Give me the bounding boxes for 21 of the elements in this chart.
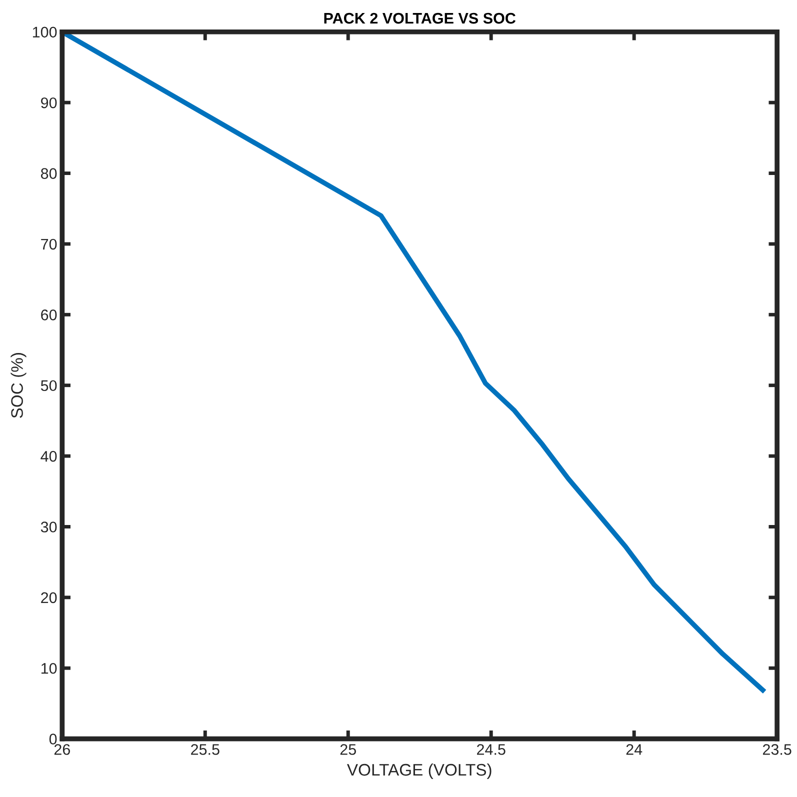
chart-title: PACK 2 VOLTAGE VS SOC: [324, 12, 516, 24]
y-tick-label: 90: [41, 97, 57, 108]
y-tick-label: 60: [41, 310, 57, 320]
x-tick-label: 26: [54, 744, 70, 755]
x-tick-label: 25: [340, 744, 356, 755]
y-tick-label: 0: [49, 734, 57, 745]
y-tick-label: 100: [32, 26, 57, 38]
y-tick-label: 10: [41, 662, 57, 674]
x-tick-label: 23.5: [762, 744, 792, 755]
y-tick-label: 70: [41, 238, 57, 250]
y-tick-label: 40: [40, 450, 57, 462]
x-tick-label: 25.5: [191, 744, 220, 755]
x-axis-title: VOLTAGE (VOLTS): [346, 763, 492, 780]
y-tick-label: 50: [40, 380, 57, 392]
x-tick-label: 24.5: [477, 744, 506, 755]
y-tick-label: 20: [41, 592, 57, 604]
y-tick-label: 30: [40, 522, 57, 532]
line-series: [62, 32, 766, 692]
x-tick-label: 24: [626, 744, 642, 755]
y-axis-title: SOC (%): [10, 353, 26, 418]
y-tick-label: 80: [40, 168, 57, 179]
